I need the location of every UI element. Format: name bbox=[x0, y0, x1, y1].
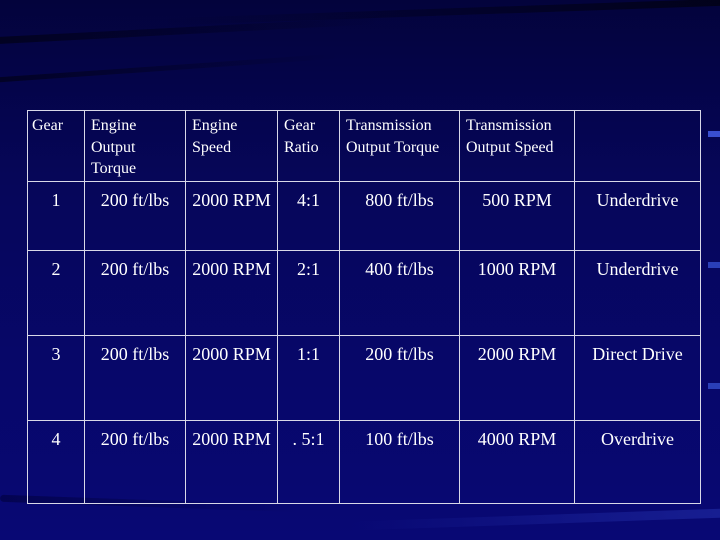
table-row: 1 200 ft/lbs 2000 RPM 4:1 800 ft/lbs 500… bbox=[27, 181, 701, 251]
cell-drive-type: Underdrive bbox=[574, 181, 701, 251]
cell-engine-output-torque: 200 ft/lbs bbox=[84, 250, 186, 336]
cell-gear: 2 bbox=[27, 250, 85, 336]
cell-transmission-output-speed: 2000 RPM bbox=[459, 335, 575, 421]
cell-engine-speed: 2000 RPM bbox=[185, 181, 278, 251]
cell-engine-speed: 2000 RPM bbox=[185, 250, 278, 336]
cell-drive-type: Underdrive bbox=[574, 250, 701, 336]
cell-transmission-output-speed: 4000 RPM bbox=[459, 420, 575, 504]
header-drive-type bbox=[574, 110, 701, 182]
header-engine-output-torque: Engine Output Torque bbox=[84, 110, 186, 182]
cell-engine-speed: 2000 RPM bbox=[185, 335, 278, 421]
header-transmission-output-speed: Transmission Output Speed bbox=[459, 110, 575, 182]
cell-transmission-output-torque: 100 ft/lbs bbox=[339, 420, 460, 504]
cell-engine-output-torque: 200 ft/lbs bbox=[84, 181, 186, 251]
cell-gear: 3 bbox=[27, 335, 85, 421]
cell-transmission-output-speed: 1000 RPM bbox=[459, 250, 575, 336]
cell-drive-type: Overdrive bbox=[574, 420, 701, 504]
header-row: Gear Engine Output Torque Engine Speed G… bbox=[27, 110, 701, 182]
cell-gear-ratio: . 5:1 bbox=[277, 420, 340, 504]
cell-transmission-output-torque: 800 ft/lbs bbox=[339, 181, 460, 251]
cell-drive-type: Direct Drive bbox=[574, 335, 701, 421]
cell-engine-output-torque: 200 ft/lbs bbox=[84, 335, 186, 421]
cell-gear: 1 bbox=[27, 181, 85, 251]
edge-highlight bbox=[708, 262, 720, 268]
cell-transmission-output-torque: 200 ft/lbs bbox=[339, 335, 460, 421]
cell-engine-speed: 2000 RPM bbox=[185, 420, 278, 504]
header-gear: Gear bbox=[27, 110, 85, 182]
header-transmission-output-torque: Transmission Output Torque bbox=[339, 110, 460, 182]
cell-gear-ratio: 2:1 bbox=[277, 250, 340, 336]
table-row: 4 200 ft/lbs 2000 RPM . 5:1 100 ft/lbs 4… bbox=[27, 420, 701, 504]
table-row: 2 200 ft/lbs 2000 RPM 2:1 400 ft/lbs 100… bbox=[27, 250, 701, 336]
cell-engine-output-torque: 200 ft/lbs bbox=[84, 420, 186, 504]
cell-gear-ratio: 1:1 bbox=[277, 335, 340, 421]
cell-gear: 4 bbox=[27, 420, 85, 504]
cell-transmission-output-torque: 400 ft/lbs bbox=[339, 250, 460, 336]
edge-highlight bbox=[708, 383, 720, 389]
cell-transmission-output-speed: 500 RPM bbox=[459, 181, 575, 251]
cell-gear-ratio: 4:1 bbox=[277, 181, 340, 251]
header-gear-ratio: Gear Ratio bbox=[277, 110, 340, 182]
gear-ratio-table: Gear Engine Output Torque Engine Speed G… bbox=[27, 110, 701, 504]
table-row: 3 200 ft/lbs 2000 RPM 1:1 200 ft/lbs 200… bbox=[27, 335, 701, 421]
header-engine-speed: Engine Speed bbox=[185, 110, 278, 182]
edge-highlight bbox=[708, 131, 720, 137]
